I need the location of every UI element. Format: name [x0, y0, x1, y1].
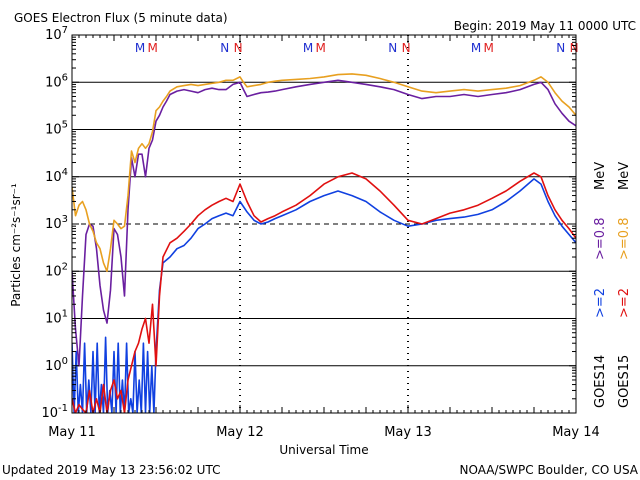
legend-goes15-ge08: >=0.8: [617, 218, 632, 260]
legend-goes15-ge2: >=2: [617, 288, 632, 318]
legend-goes14-ge08: >=0.8: [593, 218, 608, 260]
event-marker: M: [148, 41, 158, 55]
event-marker: N: [570, 41, 579, 55]
event-marker: N: [234, 41, 243, 55]
y-tick-label: 100: [45, 356, 68, 374]
x-tick-label: May 14: [552, 425, 600, 440]
series-line-0: [72, 79, 576, 367]
y-axis-ticks: 10-1 100 101 102 103 104 105 106 107: [41, 25, 576, 421]
x-tick-label: May 12: [216, 425, 264, 440]
event-marker: M: [471, 41, 481, 55]
event-marker: M: [316, 41, 326, 55]
y-tick-label: 102: [45, 261, 68, 279]
series-layer: [72, 73, 576, 413]
event-marker: N: [220, 41, 229, 55]
legend-mev-15: MeV: [617, 162, 632, 190]
x-tick-label: May 11: [48, 425, 96, 440]
x-tick-label: May 13: [384, 425, 432, 440]
y-tick-label: 106: [45, 72, 68, 90]
y-tick-label: 105: [45, 120, 68, 138]
right-legend: GOES14 GOES15 >=2 >=2 >=0.8 >=0.8 MeV Me…: [593, 162, 632, 408]
series-line-3: [72, 172, 576, 413]
y-tick-label: 101: [45, 309, 68, 327]
y-tick-label: 10-1: [41, 403, 68, 421]
event-marker: N: [556, 41, 565, 55]
y-axis-label: Particles cm⁻²s⁻¹sr⁻¹: [9, 183, 23, 307]
source-credit: NOAA/SWPC Boulder, CO USA: [460, 463, 639, 477]
chart-title: GOES Electron Flux (5 minute data): [14, 11, 228, 25]
legend-goes15: GOES15: [617, 355, 632, 408]
legend-mev-14: MeV: [593, 162, 608, 190]
begin-label: Begin: 2019 May 11 0000 UTC: [454, 19, 636, 33]
event-marker: M: [135, 41, 145, 55]
y-tick-label: 107: [45, 25, 68, 43]
event-marker: M: [303, 41, 313, 55]
legend-goes14-ge2: >=2: [593, 288, 608, 318]
x-axis-label: Universal Time: [279, 443, 368, 457]
updated-timestamp: Updated 2019 May 13 23:56:02 UTC: [2, 463, 220, 477]
y-tick-label: 104: [45, 167, 68, 185]
legend-goes14: GOES14: [593, 355, 608, 408]
event-marker: M: [484, 41, 494, 55]
series-line-1: [72, 73, 576, 273]
event-marker: N: [402, 41, 411, 55]
event-marker: N: [388, 41, 397, 55]
x-axis-ticks: May 11 May 12 May 13 May 14: [48, 35, 600, 440]
y-tick-label: 103: [45, 214, 68, 232]
